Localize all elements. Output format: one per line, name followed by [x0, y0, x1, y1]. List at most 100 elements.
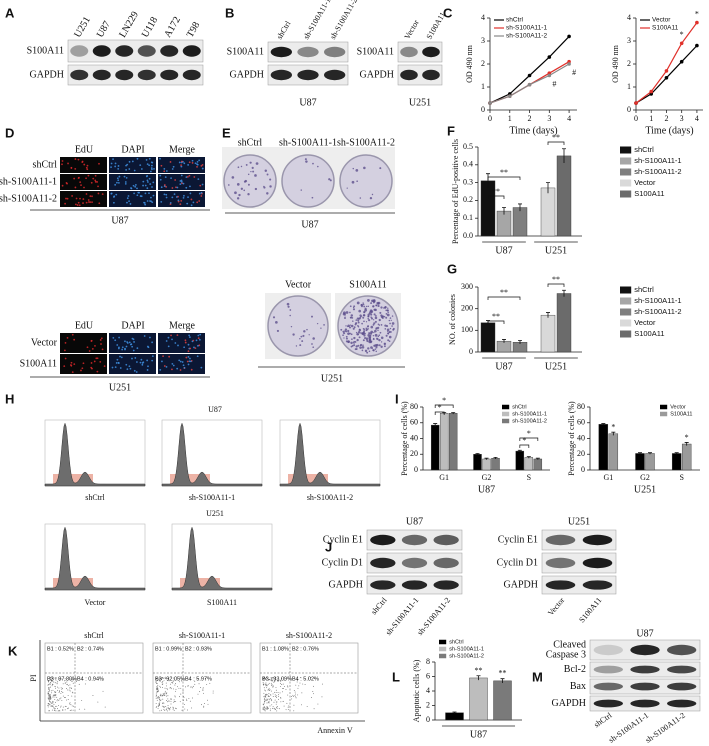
- event-dot: [194, 680, 196, 682]
- event-dot: [266, 702, 268, 704]
- legend-swatch: [439, 653, 447, 659]
- event-dot: [56, 705, 58, 707]
- cell-dot: [196, 355, 199, 358]
- bar: [540, 314, 556, 353]
- bar: [608, 433, 619, 471]
- legend-swatch: [620, 297, 632, 305]
- y-tick-label: 0.5: [463, 142, 473, 151]
- cell-dot: [190, 368, 193, 371]
- event-dot: [275, 677, 277, 679]
- legend-label: sh-S100A11-1: [506, 25, 547, 32]
- colony: [378, 344, 381, 347]
- quadrant-label: B1 : 0.52%: [47, 646, 74, 652]
- event-dot: [49, 696, 51, 698]
- event-dot: [268, 690, 270, 692]
- legend-label: sh-S100A11-1: [634, 296, 681, 305]
- cell-dot: [185, 186, 188, 189]
- colony: [357, 319, 360, 322]
- cell-dot: [169, 202, 172, 204]
- event-dot: [270, 682, 272, 684]
- histogram: [171, 526, 273, 591]
- category-label: U87: [470, 729, 487, 740]
- colony: [370, 316, 372, 318]
- category-label: U87: [495, 361, 512, 372]
- event-dot: [169, 687, 171, 689]
- event-dot: [273, 707, 275, 709]
- event-dot: [67, 694, 69, 696]
- significance: *: [695, 9, 699, 18]
- cell-dot: [127, 195, 130, 197]
- event-dot: [47, 691, 49, 693]
- colony: [359, 317, 361, 319]
- event-dot: [50, 682, 51, 684]
- event-dot: [62, 695, 64, 697]
- event-dot: [60, 706, 61, 708]
- error-bar: [493, 457, 498, 459]
- event-dot: [267, 689, 269, 691]
- event-dot: [199, 691, 201, 693]
- colony: [350, 345, 353, 348]
- event-dot: [267, 679, 269, 681]
- y-tick-label: 100: [461, 325, 473, 334]
- significance-bracket: [487, 296, 521, 300]
- event-dot: [69, 702, 71, 704]
- quadrant-label: B1 : 0.99%: [155, 646, 182, 652]
- cell-dot: [201, 167, 204, 170]
- colony: [275, 321, 278, 324]
- y-tick-label: 4: [627, 13, 631, 22]
- event-dot: [275, 691, 277, 693]
- cell-dot: [185, 176, 188, 179]
- legend-swatch: [620, 319, 632, 327]
- cell-dot: [117, 362, 120, 364]
- event-dot: [53, 694, 55, 696]
- y-tick-label: 0: [627, 105, 631, 114]
- colony: [372, 324, 375, 326]
- row-label: Cyclin D1: [497, 557, 538, 568]
- event-dot: [276, 695, 278, 697]
- cell-dot: [64, 342, 67, 344]
- colony: [376, 327, 378, 329]
- event-dot: [197, 693, 199, 695]
- sample-label: sh-S100A11-2: [307, 493, 353, 502]
- blot-band: [630, 644, 660, 656]
- significance-bracket: [487, 195, 505, 199]
- event-dot: [321, 683, 323, 685]
- cell-dot: [188, 336, 191, 339]
- event-dot: [49, 690, 51, 692]
- sample-label: S100A11: [207, 598, 237, 607]
- cell-dot: [126, 197, 129, 200]
- event-dot: [287, 685, 288, 687]
- cell-dot: [196, 201, 199, 204]
- event-dot: [166, 687, 168, 689]
- y-axis-label: Percentage of cells (%): [567, 401, 576, 476]
- event-dot: [49, 684, 51, 686]
- x-tick-label: 4: [567, 114, 571, 123]
- colony: [359, 344, 362, 347]
- cell-dot: [121, 346, 124, 349]
- colony: [312, 162, 314, 165]
- cell-dot: [91, 201, 93, 204]
- error-bar: [601, 423, 606, 426]
- series-point: [679, 59, 684, 64]
- error-bar: [674, 452, 679, 455]
- colony: [368, 350, 371, 353]
- lane-label: shCtrl: [369, 595, 389, 616]
- colony: [374, 329, 377, 333]
- event-dot: [156, 691, 158, 693]
- event-dot: [182, 690, 184, 692]
- colony: [356, 317, 359, 320]
- cell-dot: [116, 181, 118, 184]
- blot-band: [422, 69, 440, 81]
- panel-letter: M: [532, 669, 543, 684]
- colony: [342, 312, 346, 316]
- dish: [267, 295, 329, 357]
- event-dot: [156, 688, 158, 690]
- event-dot: [163, 677, 165, 679]
- event-dot: [278, 694, 280, 696]
- cell-dot: [89, 195, 92, 198]
- column-header: DAPI: [121, 320, 144, 331]
- blot-band: [401, 557, 428, 569]
- event-dot: [167, 701, 169, 703]
- colony: [370, 317, 374, 320]
- event-dot: [268, 698, 270, 700]
